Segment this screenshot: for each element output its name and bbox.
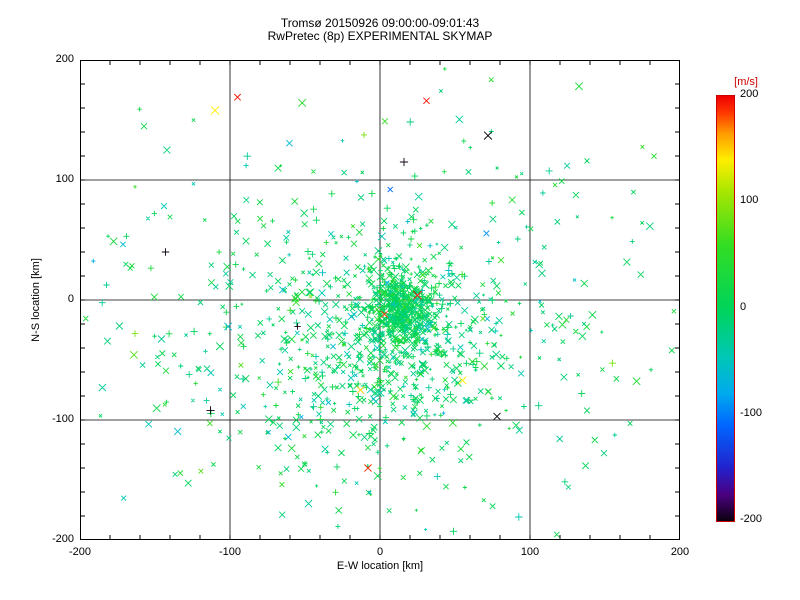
y-axis-label: N-S location [km] (30, 258, 42, 342)
x-axis-label: E-W location [km] (336, 560, 424, 572)
y-tick-label: -100 (51, 413, 74, 425)
colorbar-tick-label: 200 (740, 88, 759, 100)
colorbar-tick-label: -100 (740, 406, 763, 419)
x-tick-label: -200 (68, 546, 92, 558)
chart-subtitle: RwPretec (8p) EXPERIMENTAL SKYMAP (267, 29, 493, 43)
colorbar-tick-label: -200 (740, 513, 763, 525)
x-tick-label: 200 (670, 546, 690, 558)
y-tick-label: 100 (55, 173, 74, 185)
x-tick-label: -100 (218, 546, 242, 558)
colorbar-tick-label: 100 (740, 194, 759, 207)
colorbar-unit-label: [m/s] (734, 76, 758, 88)
colorbar-tick-label: 0 (740, 300, 747, 313)
chart-title: Tromsø 20150926 09:00:00-09:01:43 (280, 16, 480, 30)
y-tick-label: 200 (55, 53, 74, 65)
y-tick-label: -200 (51, 533, 74, 545)
skymap-plot (80, 60, 680, 540)
colorbar (716, 95, 735, 522)
x-tick-label: 100 (520, 546, 540, 558)
x-tick-label: 0 (376, 546, 384, 558)
